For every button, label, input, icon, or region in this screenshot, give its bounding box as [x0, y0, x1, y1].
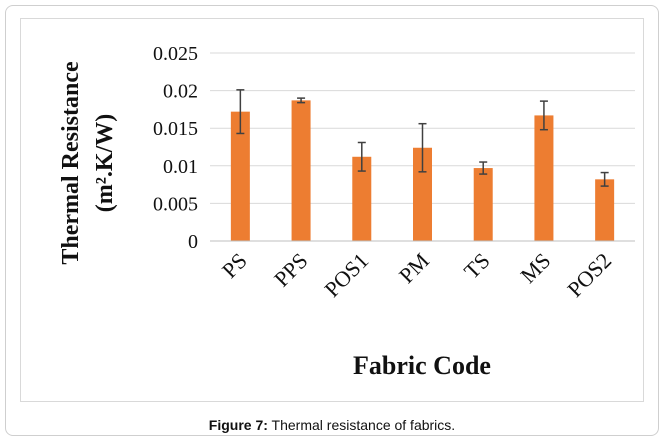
caption-label: Figure 7: — [208, 417, 268, 433]
y-tick-label: 0 — [188, 231, 198, 253]
x-tick-label: PM — [394, 248, 434, 288]
y-tick-label: 0.01 — [163, 156, 198, 178]
y-tick-label: 0.015 — [153, 118, 198, 140]
caption-text: Thermal resistance of fabrics. — [267, 417, 456, 433]
y-tick-label: 0.005 — [153, 193, 198, 215]
x-tick-label: POS2 — [562, 248, 616, 302]
bar — [595, 179, 615, 241]
x-tick-label: POS1 — [319, 248, 373, 302]
bar — [291, 100, 311, 241]
bar — [534, 115, 554, 241]
x-tick-label: MS — [515, 248, 555, 288]
y-axis-title: Thermal Resistance (m².K/W) — [58, 61, 118, 265]
bar — [352, 156, 372, 241]
bar — [473, 168, 493, 241]
y-tick-label: 0.02 — [163, 81, 198, 103]
x-tick-label: PS — [217, 248, 252, 283]
y-tick-label: 0.025 — [153, 43, 198, 65]
x-axis-title: Fabric Code — [353, 351, 491, 380]
y-axis-title-line: Thermal Resistance — [58, 61, 84, 265]
y-axis-title-line: (m².K/W) — [92, 114, 118, 213]
x-tick-label: TS — [459, 248, 495, 284]
bar — [230, 111, 250, 241]
x-tick-label: PPS — [269, 248, 313, 292]
bar — [413, 147, 432, 241]
figure-caption: Figure 7: Thermal resistance of fabrics. — [0, 417, 664, 433]
